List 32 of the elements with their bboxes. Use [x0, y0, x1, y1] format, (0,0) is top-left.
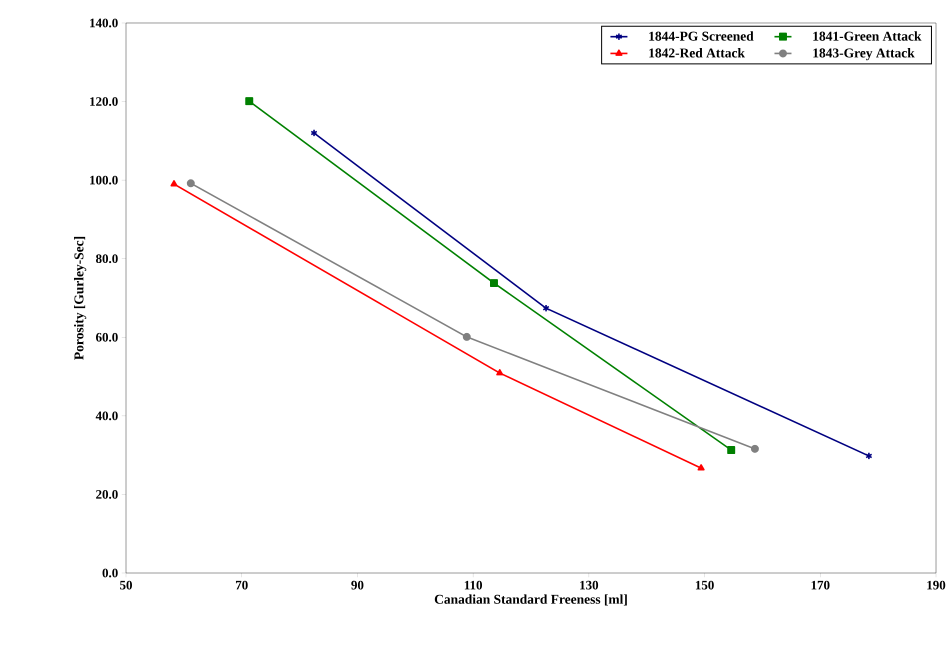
x-tick-label: 70: [236, 580, 248, 590]
x-tick-label: 50: [120, 580, 132, 590]
y-tick-label: 0.0: [102, 568, 118, 578]
point: [186, 179, 195, 188]
y-tick-label: 120.0: [90, 97, 118, 106]
y-tick-label: 100.0: [90, 176, 118, 185]
x-tick-label: 170: [812, 580, 830, 590]
point: [170, 180, 178, 186]
x-axis-title: Canadian Standard Freeness [ml]: [434, 594, 627, 606]
x-tick-label: 150: [696, 580, 714, 590]
y-tick-label: 40.0: [96, 411, 118, 420]
x-tick-label: 190: [927, 580, 946, 590]
legend-label: 1841-Green Attack: [813, 31, 922, 41]
point: [496, 369, 504, 376]
x-tick-label: 90: [351, 580, 364, 590]
point: [542, 304, 550, 312]
legend-label: 1843-Grey Attack: [813, 48, 915, 60]
x-tick-label: 130: [580, 580, 598, 590]
y-tick-label: 20.0: [96, 490, 118, 499]
point: [245, 97, 254, 106]
point: [490, 279, 498, 288]
y-tick-label: 60.0: [96, 332, 118, 342]
y-tick-label: 140.0: [90, 18, 118, 28]
legend-label: 1842-Red Attack: [649, 48, 745, 58]
point: [462, 332, 471, 341]
y-tick-label: 80.0: [96, 254, 118, 264]
x-tick-label: 110: [464, 580, 482, 590]
point: [727, 446, 736, 454]
y-axis-title: Porosity [Gurley-Sec]: [74, 236, 86, 360]
point: [698, 464, 705, 470]
legend-label: 1844-PG Screened: [649, 31, 754, 41]
point: [750, 444, 759, 453]
